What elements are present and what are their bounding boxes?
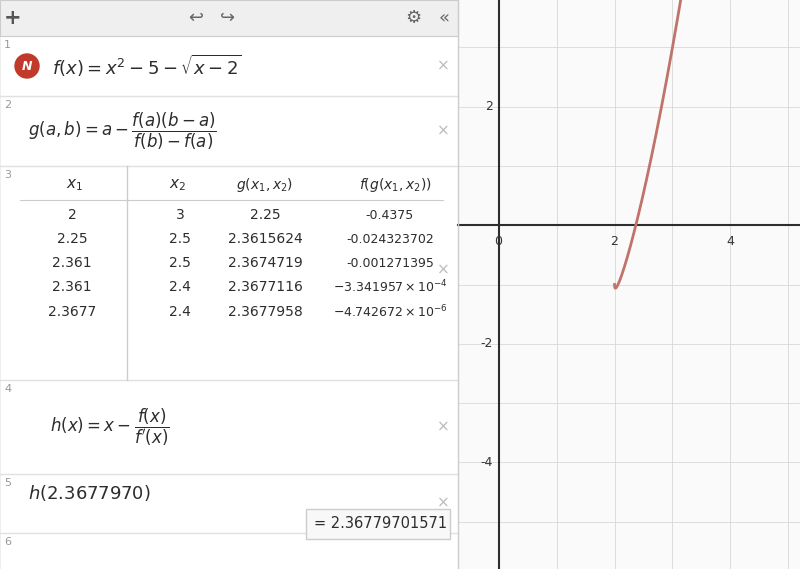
Text: 1: 1 [4, 40, 11, 50]
Text: 2.3677116: 2.3677116 [227, 280, 302, 294]
Text: ×: × [437, 59, 450, 73]
Text: $x_1$: $x_1$ [66, 177, 83, 193]
Text: = 2.36779701571: = 2.36779701571 [314, 517, 447, 531]
Text: ×: × [437, 262, 450, 278]
FancyBboxPatch shape [306, 509, 450, 539]
Text: -4: -4 [480, 456, 493, 469]
FancyBboxPatch shape [458, 0, 800, 569]
Text: 6: 6 [4, 537, 11, 547]
Text: 2.5: 2.5 [169, 256, 191, 270]
Text: 0: 0 [494, 235, 502, 248]
Text: 2.4: 2.4 [169, 280, 191, 294]
Text: $f(x) = x^{2} - 5 - \sqrt{x-2}$: $f(x) = x^{2} - 5 - \sqrt{x-2}$ [52, 53, 242, 79]
Text: 2: 2 [68, 208, 76, 222]
Text: -0.4375: -0.4375 [366, 208, 414, 221]
Text: ×: × [437, 496, 450, 510]
Text: 2.3615624: 2.3615624 [228, 232, 302, 246]
Circle shape [15, 54, 39, 78]
Text: «: « [438, 9, 450, 27]
Text: ↪: ↪ [221, 9, 235, 27]
Text: 2.3674719: 2.3674719 [228, 256, 302, 270]
Text: $-4.742672 \times 10^{-6}$: $-4.742672 \times 10^{-6}$ [333, 304, 447, 320]
Text: 4: 4 [726, 235, 734, 248]
Text: $h(2.3677970)$: $h(2.3677970)$ [28, 483, 151, 503]
Text: 2.4: 2.4 [169, 305, 191, 319]
Text: +: + [4, 8, 22, 28]
Text: ↩: ↩ [189, 9, 203, 27]
Text: 2.25: 2.25 [250, 208, 280, 222]
Text: $g(x_1,x_2)$: $g(x_1,x_2)$ [237, 176, 294, 194]
Text: 4: 4 [4, 384, 11, 394]
FancyBboxPatch shape [0, 0, 458, 36]
Text: $g(a,b) = a - \dfrac{f(a)(b-a)}{f(b)-f(a)}$: $g(a,b) = a - \dfrac{f(a)(b-a)}{f(b)-f(a… [28, 110, 217, 151]
Text: 2.3677: 2.3677 [48, 305, 96, 319]
Text: 2.5: 2.5 [169, 232, 191, 246]
Text: 2: 2 [485, 100, 493, 113]
Text: 2: 2 [610, 235, 618, 248]
Text: -0.001271395: -0.001271395 [346, 257, 434, 270]
Text: ⚙: ⚙ [405, 9, 421, 27]
Text: 5: 5 [4, 478, 11, 488]
Text: $h(x) = x - \dfrac{f(x)}{f'(x)}$: $h(x) = x - \dfrac{f(x)}{f'(x)}$ [50, 406, 170, 448]
Text: -2: -2 [480, 337, 493, 351]
Text: $x_2$: $x_2$ [170, 177, 186, 193]
Text: $f(g(x_1,x_2))$: $f(g(x_1,x_2))$ [358, 176, 431, 194]
Text: 2.25: 2.25 [57, 232, 87, 246]
Text: 2.361: 2.361 [52, 256, 92, 270]
Text: 2: 2 [4, 100, 11, 110]
Text: N: N [22, 60, 32, 72]
Text: -0.024323702: -0.024323702 [346, 233, 434, 245]
Text: $-3.341957 \times 10^{-4}$: $-3.341957 \times 10^{-4}$ [333, 279, 447, 295]
Text: 2.3677958: 2.3677958 [228, 305, 302, 319]
Text: ×: × [437, 123, 450, 138]
Text: 2.361: 2.361 [52, 280, 92, 294]
Text: ×: × [437, 419, 450, 435]
Text: 3: 3 [4, 170, 11, 180]
Text: 3: 3 [176, 208, 184, 222]
FancyBboxPatch shape [0, 36, 458, 569]
